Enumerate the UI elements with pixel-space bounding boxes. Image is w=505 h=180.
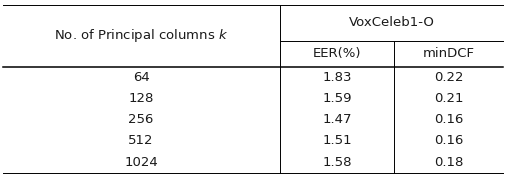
Text: 1.59: 1.59 <box>322 92 351 105</box>
Text: 0.16: 0.16 <box>433 113 463 126</box>
Text: 1024: 1024 <box>124 156 158 169</box>
Text: 1.51: 1.51 <box>322 134 351 147</box>
Text: 512: 512 <box>128 134 154 147</box>
Text: 1.83: 1.83 <box>322 71 351 84</box>
Text: 0.16: 0.16 <box>433 134 463 147</box>
Text: No. of Principal columns $k$: No. of Principal columns $k$ <box>54 28 228 44</box>
Text: 1.47: 1.47 <box>322 113 351 126</box>
Text: minDCF: minDCF <box>422 47 474 60</box>
Text: EER(%): EER(%) <box>312 47 361 60</box>
Text: 256: 256 <box>128 113 154 126</box>
Text: 0.18: 0.18 <box>433 156 463 169</box>
Text: 0.22: 0.22 <box>433 71 463 84</box>
Text: 1.58: 1.58 <box>322 156 351 169</box>
Text: 64: 64 <box>132 71 149 84</box>
Text: 0.21: 0.21 <box>433 92 463 105</box>
Text: 128: 128 <box>128 92 154 105</box>
Text: VoxCeleb1-O: VoxCeleb1-O <box>348 16 434 30</box>
